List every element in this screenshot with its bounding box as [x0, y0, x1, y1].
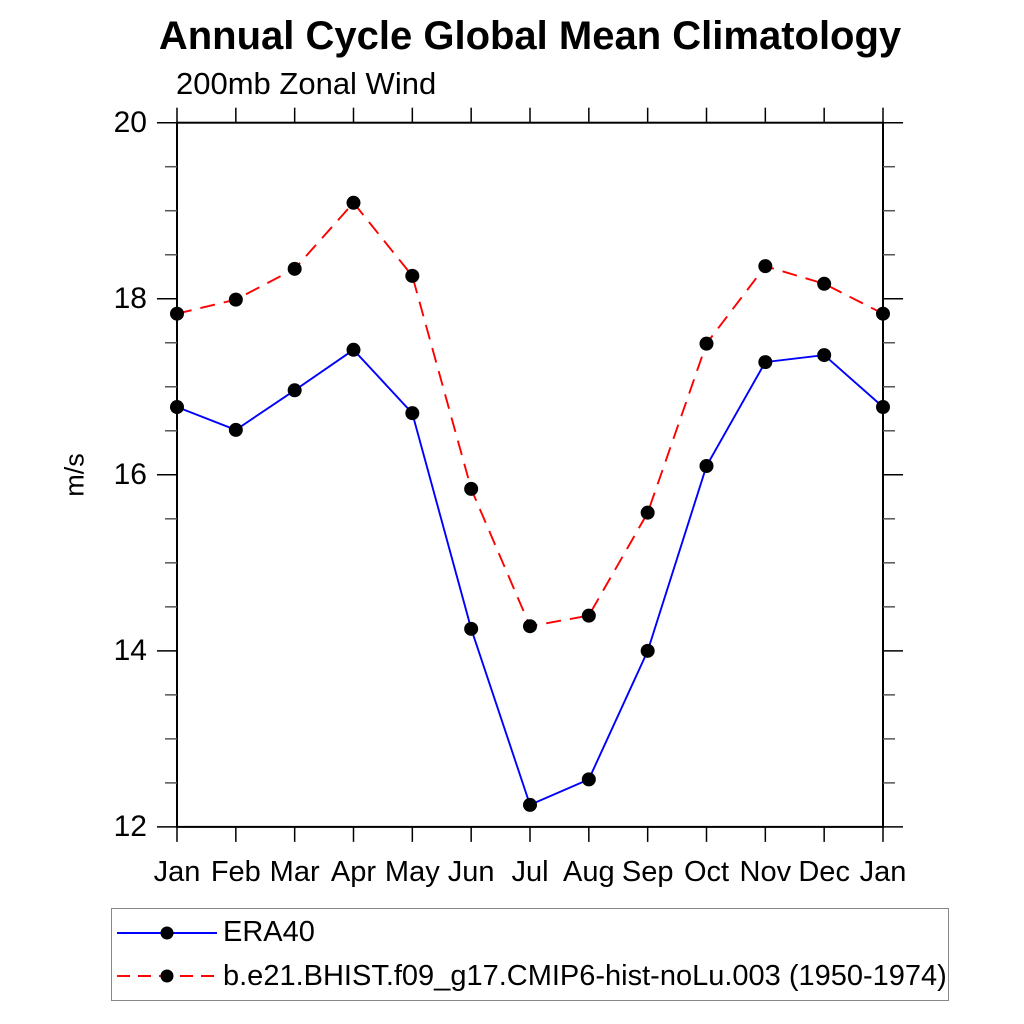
data-point-marker: [581, 608, 596, 623]
series-line-model: [176, 201, 884, 628]
data-point-marker: [346, 195, 361, 210]
chart-subtitle: 200mb Zonal Wind: [176, 66, 437, 101]
data-point-marker: [876, 400, 890, 415]
axis-frame: [176, 121, 884, 828]
x-tick-label: Oct: [683, 856, 730, 888]
x-tick-label: Mar: [269, 856, 320, 888]
data-point-marker: [640, 643, 655, 658]
legend-item-model: b.e21.BHIST.f09_g17.CMIP6-hist-noLu.003 …: [112, 956, 948, 996]
x-tick-label: Jan: [859, 856, 907, 888]
data-point-marker: [464, 621, 479, 636]
y-tick-label: 20: [113, 105, 147, 139]
data-point-marker: [523, 619, 537, 634]
era40-line-sample: [117, 926, 217, 940]
data-point-marker: [346, 342, 361, 357]
data-point-marker: [817, 348, 832, 363]
legend-label: ERA40: [223, 916, 315, 949]
data-point-marker: [699, 458, 714, 473]
data-point-marker: [758, 259, 773, 274]
data-point-marker: [876, 306, 890, 321]
data-point-marker: [581, 772, 596, 787]
data-point-marker: [170, 400, 184, 415]
data-point-marker: [758, 355, 773, 370]
data-point-marker: [640, 505, 655, 520]
data-point-marker: [523, 797, 537, 812]
legend: ERA40 b.e21.BHIST.f09_g17.CMIP6-hist-noL…: [111, 908, 949, 1001]
data-point-marker: [228, 292, 243, 307]
data-point-marker: [170, 306, 184, 321]
legend-marker: [160, 926, 174, 940]
legend-marker: [160, 969, 174, 983]
series-line-era40: [176, 348, 884, 807]
data-point-marker: [464, 481, 479, 496]
data-point-marker: [817, 276, 832, 291]
data-point-marker: [699, 336, 714, 351]
y-tick-label: 14: [113, 633, 147, 667]
x-tick-label: Sep: [621, 856, 674, 888]
data-point-marker: [287, 383, 302, 398]
legend-item-era40: ERA40: [112, 913, 948, 953]
x-tick-label: Jun: [447, 856, 495, 888]
x-tick-label: Feb: [210, 856, 261, 888]
model-line-sample: [117, 969, 217, 983]
y-tick-label: 12: [113, 809, 147, 843]
x-tick-label: Jan: [153, 856, 201, 888]
data-point-marker: [228, 422, 243, 437]
legend-label: b.e21.BHIST.f09_g17.CMIP6-hist-noLu.003 …: [223, 959, 947, 992]
data-point-marker: [287, 261, 302, 276]
data-point-marker: [405, 406, 420, 421]
x-tick-label: May: [384, 856, 440, 888]
x-tick-label: Dec: [798, 856, 850, 888]
chart-title: Annual Cycle Global Mean Climatology: [158, 14, 902, 58]
data-point-marker: [405, 268, 420, 283]
x-tick-label: Apr: [330, 856, 377, 888]
x-tick-label: Nov: [739, 856, 792, 888]
y-tick-label: 18: [113, 281, 147, 315]
x-tick-label: Jul: [511, 856, 549, 888]
y-tick-label: 16: [113, 457, 147, 491]
x-tick-label: Aug: [563, 856, 615, 888]
